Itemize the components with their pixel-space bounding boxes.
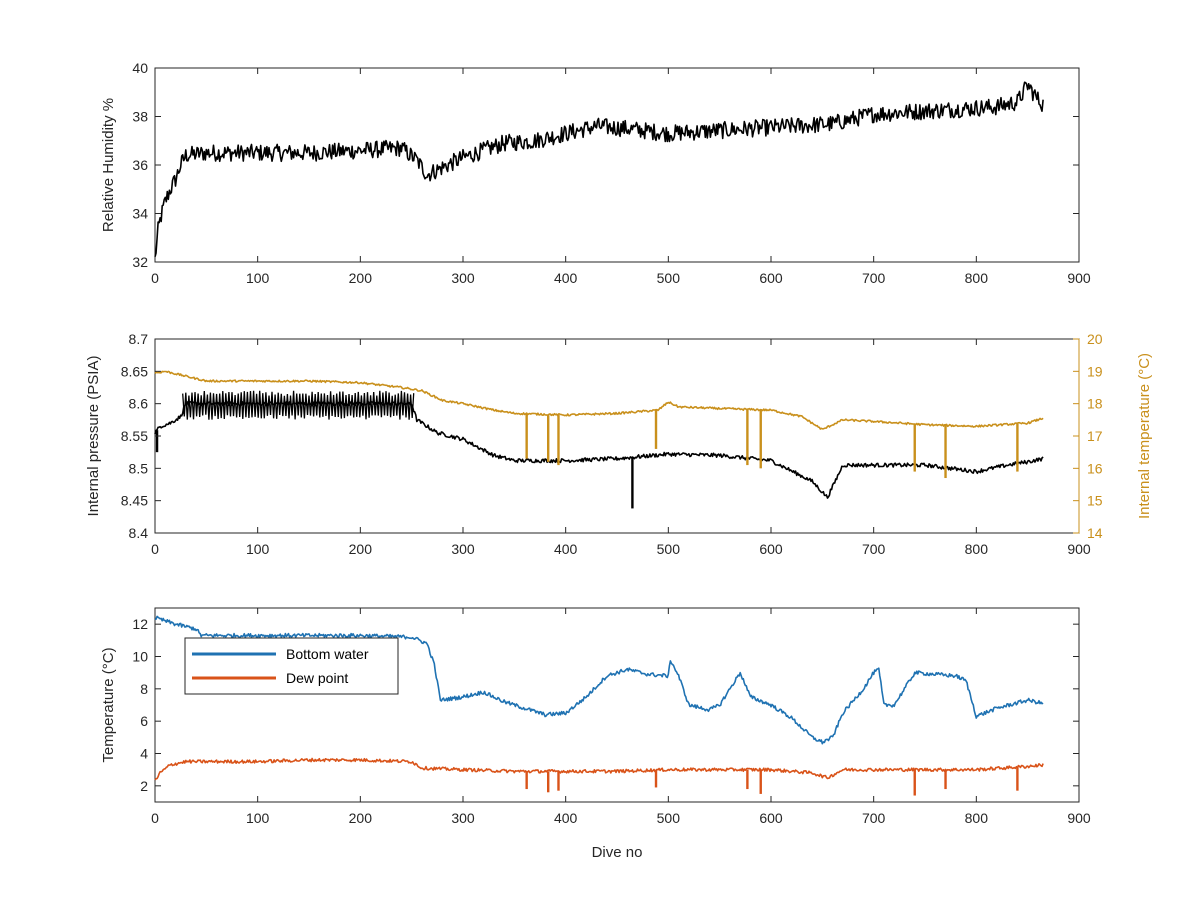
x-tick-label: 400 xyxy=(554,810,578,826)
x-tick-label: 600 xyxy=(759,541,783,557)
x-tick-label: 600 xyxy=(759,270,783,286)
humidity-y-ticks: 32 34 36 38 40 xyxy=(132,60,1079,270)
y-tick-label: 32 xyxy=(132,254,148,270)
x-tick-label: 700 xyxy=(862,541,886,557)
x-tick-label: 800 xyxy=(965,810,989,826)
legend-label-bottom-water: Bottom water xyxy=(286,646,369,662)
x-tick-label: 0 xyxy=(151,270,159,286)
y-tick-label: 12 xyxy=(132,616,148,632)
y-tick-label: 34 xyxy=(132,206,148,222)
humidity-x-ticks: 0 100 200 300 400 500 600 700 800 900 xyxy=(151,68,1091,286)
x-tick-label: 600 xyxy=(759,810,783,826)
humidity-series-group xyxy=(154,81,1044,258)
x-tick-label: 900 xyxy=(1067,541,1091,557)
pressure-y-ticks: 8.4 8.45 8.5 8.55 8.6 8.65 8.7 xyxy=(121,331,161,541)
pressure-y-axis-label: Internal pressure (PSIA) xyxy=(85,356,102,517)
right-y-tick-label: 17 xyxy=(1087,428,1103,444)
right-y-tick-label: 20 xyxy=(1087,331,1103,347)
x-tick-label: 100 xyxy=(246,541,270,557)
series-3-line xyxy=(154,370,1044,430)
temperature-plot-area xyxy=(154,607,1080,803)
temperature-y-ticks: 2 4 6 8 10 12 xyxy=(132,616,1079,794)
y-tick-label: 8.65 xyxy=(121,363,148,379)
pressure-oscillation-band xyxy=(182,390,415,420)
legend-label-dew-point: Dew point xyxy=(286,670,348,686)
y-tick-label: 36 xyxy=(132,157,148,173)
x-tick-label: 100 xyxy=(246,270,270,286)
x-tick-label: 500 xyxy=(657,270,681,286)
right-y-tick-label: 18 xyxy=(1087,396,1103,412)
y-tick-label: 38 xyxy=(132,109,148,125)
y-tick-label: 8 xyxy=(140,681,148,697)
x-tick-label: 800 xyxy=(965,270,989,286)
x-tick-label: 300 xyxy=(451,541,475,557)
y-tick-label: 4 xyxy=(140,746,148,762)
right-y-tick-label: 19 xyxy=(1087,363,1103,379)
pressure-series-group xyxy=(154,370,1044,509)
right-y-tick-label: 16 xyxy=(1087,460,1103,476)
temperature-x-ticks: 0 100 200 300 400 500 600 700 800 900 xyxy=(151,608,1091,826)
temperature-series-group xyxy=(154,615,1044,796)
pressure-x-ticks: 0 100 200 300 400 500 600 700 800 900 xyxy=(151,339,1091,557)
pressure-right-y-ticks: 14 15 16 17 18 19 20 xyxy=(1073,331,1103,541)
humidity-panel: 0 100 200 300 400 500 600 700 800 900 3234363840 … xyxy=(100,60,1091,286)
y-tick-label: 2 xyxy=(140,778,148,794)
x-tick-label: 900 xyxy=(1067,270,1091,286)
humidity-plot-area xyxy=(154,67,1080,263)
x-tick-label: 700 xyxy=(862,270,886,286)
y-tick-label: 8.4 xyxy=(129,525,149,541)
x-tick-label: 400 xyxy=(554,541,578,557)
right-y-tick-label: 15 xyxy=(1087,493,1103,509)
x-tick-label: 0 xyxy=(151,810,159,826)
x-tick-label: 200 xyxy=(349,270,373,286)
y-tick-label: 10 xyxy=(132,649,148,665)
y-tick-label: 8.55 xyxy=(121,428,148,444)
x-tick-label: 100 xyxy=(246,810,270,826)
x-tick-label: 300 xyxy=(451,270,475,286)
pressure-panel: 0 100 200 300 400 500 600 700 800 900 8.48.458.58… xyxy=(85,331,1153,557)
x-tick-label: 0 xyxy=(151,541,159,557)
temperature-panel: 0 100 200 300 400 500 600 700 800 900 2 4 6 8 10 12 Te… xyxy=(100,607,1091,861)
temperature-right-y-axis-label: Internal temperature (°C) xyxy=(1136,353,1153,519)
right-y-tick-label: 14 xyxy=(1087,525,1103,541)
x-tick-label: 300 xyxy=(451,810,475,826)
y-tick-label: 8.45 xyxy=(121,493,148,509)
y-tick-label: 8.5 xyxy=(129,460,149,476)
legend: Bottom water Dew point xyxy=(184,637,399,695)
x-axis-label: Dive no xyxy=(592,844,643,861)
humidity-y-axis-label: Relative Humidity % xyxy=(100,98,117,232)
y-tick-label: 40 xyxy=(132,60,148,76)
y-tick-label: 6 xyxy=(140,713,148,729)
x-tick-label: 500 xyxy=(657,541,681,557)
x-tick-label: 800 xyxy=(965,541,989,557)
y-tick-label: 8.7 xyxy=(129,331,149,347)
x-tick-label: 700 xyxy=(862,810,886,826)
x-tick-label: 500 xyxy=(657,810,681,826)
bottom-water-line xyxy=(154,615,1044,745)
dew-point-line xyxy=(154,757,1044,781)
pressure-plot-area xyxy=(154,338,1080,534)
temperature-y-axis-label: Temperature (°C) xyxy=(100,647,117,762)
series-0-line xyxy=(154,81,1044,258)
legend-box xyxy=(184,637,399,695)
x-tick-label: 200 xyxy=(349,541,373,557)
x-tick-label: 200 xyxy=(349,810,373,826)
y-tick-label: 8.6 xyxy=(129,396,149,412)
x-tick-label: 900 xyxy=(1067,810,1091,826)
x-tick-label: 400 xyxy=(554,270,578,286)
